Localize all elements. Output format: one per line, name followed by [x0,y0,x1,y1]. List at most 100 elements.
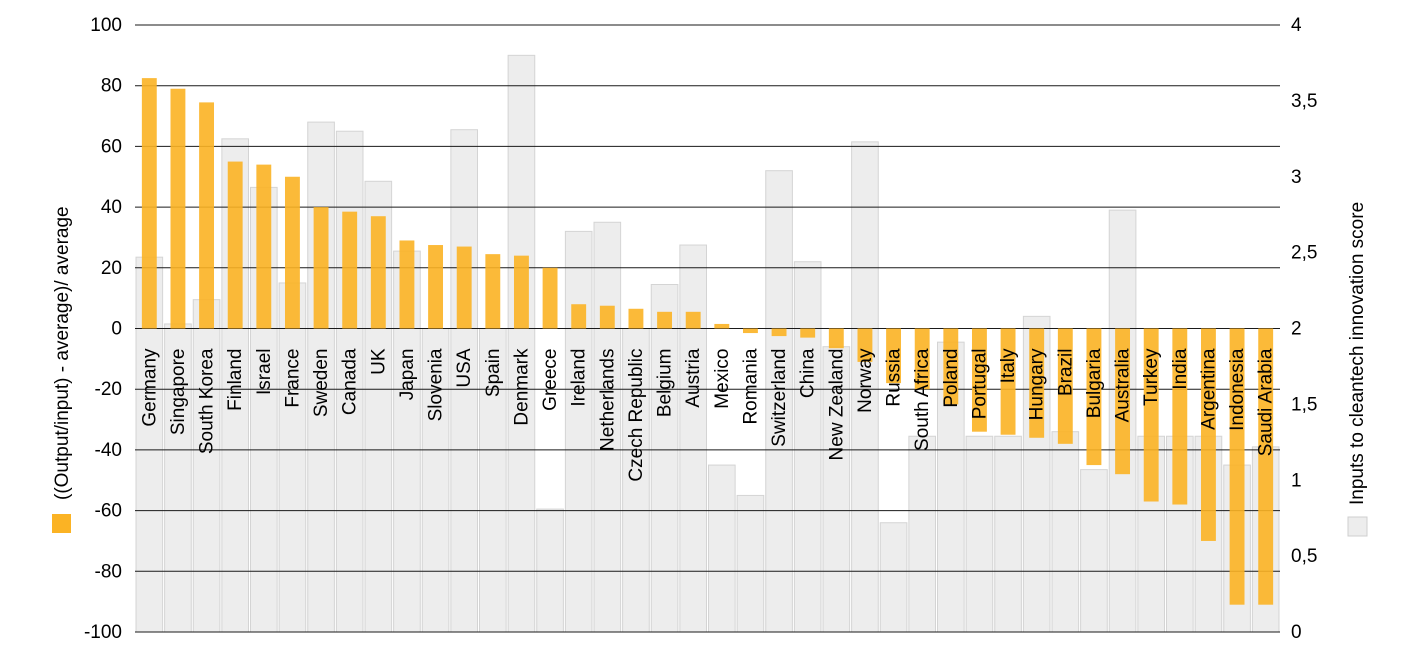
input-bar [708,464,736,633]
left-tick-label: 20 [101,258,122,279]
input-bar [822,346,851,633]
category-label: Finland [225,349,246,411]
input-bar [450,129,478,633]
ratio-bar [857,328,873,362]
ratio-bar [199,102,215,329]
category-label: Ireland [569,349,590,407]
category-label: South Korea [197,348,218,454]
ratio-bar [428,245,444,329]
ratio-bar [971,328,987,432]
category-label: Austria [683,348,704,408]
category-label: Netherlands [597,349,618,451]
right-tick-label: 3,5 [1291,91,1317,112]
input-bar [564,230,593,633]
input-bar [278,282,307,633]
ratio-bar [284,176,300,329]
ratio-bar [714,323,730,329]
category-label: UK [368,348,389,375]
ratio-bar [542,267,558,329]
ratio-bar [886,328,902,384]
ratio-bar [141,78,157,329]
category-label: Poland [941,349,962,408]
inputs-bars-group [135,54,1280,633]
gridlines [135,24,1280,633]
category-label: Romania [740,348,761,424]
right-tick-label: 2 [1291,319,1302,340]
input-bar [879,522,908,633]
ratio-bar [685,311,701,329]
category-label: Italy [998,348,1019,383]
left-tick-label: -40 [95,440,122,461]
input-bar [994,435,1022,633]
category-label: Belgium [655,349,676,418]
right-legend-swatch [1347,516,1368,537]
right-axis-title: Inputs to cleantech innovation score [1347,202,1368,505]
left-tick-label: 60 [101,136,122,157]
ratio-bar [1057,328,1073,444]
category-label: Czech Republic [626,349,647,482]
category-label: Germany [139,348,160,427]
input-bar [908,435,936,633]
left-legend-swatch [52,514,71,533]
input-bar [736,494,765,633]
ratio-bar [227,161,243,329]
ratio-bar [513,255,529,329]
ratio-bar [170,88,186,329]
ratio-bar [456,246,472,329]
category-label: Saudi Arabia [1256,348,1277,456]
input-bar [965,435,994,633]
category-label: Brazil [1055,349,1076,397]
category-label: Hungary [1027,348,1048,420]
ratio-bar [399,240,415,329]
category-label: Denmark [511,348,532,426]
ratio-bar [828,328,844,349]
input-bar [1051,431,1080,633]
right-tick-label: 0,5 [1291,546,1317,567]
category-label: Slovenia [426,348,447,421]
input-bar [1080,469,1108,633]
ratio-bar [742,328,758,334]
right-tick-label: 4 [1291,15,1302,36]
category-labels: Germany Singapore South Korea Finland Israel… [139,348,1276,482]
input-bar [507,54,536,633]
category-label: Sweden [311,349,332,418]
ratio-bar [628,308,644,329]
category-label: New Zealand [826,349,847,461]
category-label: Russia [884,348,905,407]
ratio-bar [1172,328,1188,505]
category-label: Japan [397,349,418,401]
ratio-bar [599,305,615,329]
left-tick-label: 40 [101,197,122,218]
right-axis-ticks: 4 3,5 3 2,5 2 1,5 1 0,5 0 [1291,15,1317,643]
input-bar [536,508,564,633]
ratio-bar [313,207,329,329]
category-label: Singapore [168,349,189,436]
input-bar [851,141,879,633]
right-tick-label: 2,5 [1291,243,1317,264]
ratio-bar [800,328,816,338]
left-tick-label: -60 [95,501,122,522]
input-bar [221,138,249,633]
category-label: Norway [855,348,876,413]
ratio-bar [1115,328,1131,475]
ratio-bar [571,304,587,329]
ratio-bars-group [141,78,1274,605]
category-label: Indonesia [1227,348,1248,431]
ratio-bar [1143,328,1159,502]
ratio-bar [1229,328,1245,605]
category-label: Israel [254,349,275,395]
left-tick-label: 0 [111,319,122,340]
category-label: India [1170,348,1191,390]
category-label: Portugal [969,349,990,420]
input-bar [479,328,507,633]
ratio-bar [1258,328,1274,605]
category-label: Switzerland [769,349,790,447]
category-label: Bulgaria [1084,348,1105,418]
category-label: Canada [340,348,361,415]
left-tick-label: -20 [95,379,122,400]
right-tick-label: 1 [1291,470,1302,491]
left-axis-title: ((Output/input) - average)/ average [52,206,73,500]
right-tick-label: 3 [1291,167,1302,188]
left-tick-label: 80 [101,76,122,97]
